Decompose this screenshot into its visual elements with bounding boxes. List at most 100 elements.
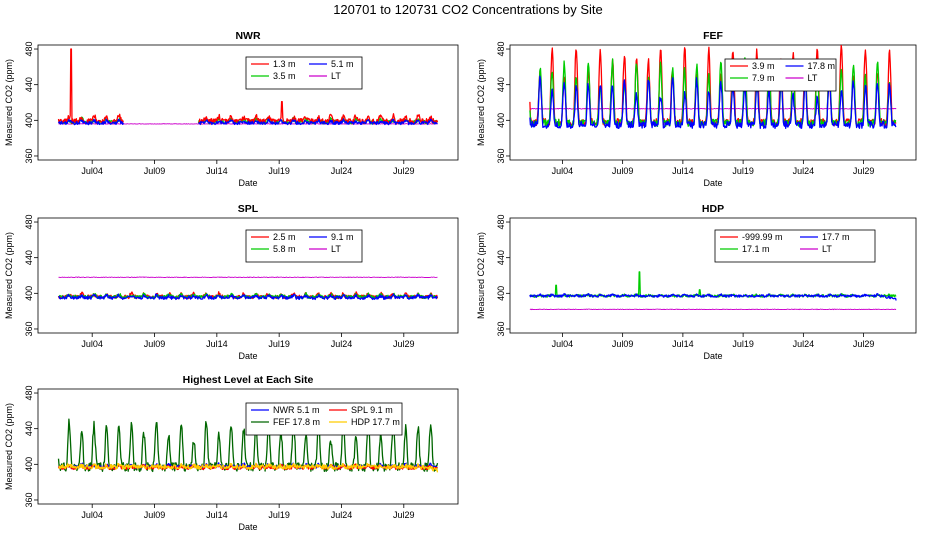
y-axis-label: Measured CO2 (ppm) [476,59,486,146]
x-tick-label: Jul24 [793,339,815,349]
panel-fef: FEF Jul04 Jul09 Jul14 Jul19 Jul24 Jul29 360 400 4… [476,30,917,188]
panel-spl: SPL Jul04 Jul09 Jul14 Jul19 Jul24 Jul29 360 400 4… [4,203,459,361]
plot-frame [509,44,917,161]
x-tick-label: Jul24 [331,339,353,349]
leg-d-label: LT [331,71,341,81]
leg-a-label: 3.9 m [752,61,775,71]
y-tick-label: 480 [496,215,506,230]
y-tick-label: 440 [24,421,34,436]
legend: 2.5 m 9.1 m 5.8 m LT [245,229,363,263]
legend: -999.99 m 17.7 m 17.1 m LT [714,229,876,263]
panel-title: NWR [235,30,260,42]
y-tick-label: 480 [24,42,34,57]
x-tick-label: Jul09 [612,339,634,349]
legend-box [245,229,363,263]
legend-box [245,402,403,436]
leg-b-label: SPL 9.1 m [351,405,393,415]
x-tick-label: Jul29 [393,339,415,349]
y-axis-label: Measured CO2 (ppm) [476,232,486,319]
panel-title: FEF [703,30,723,42]
y-tick-label: 360 [24,148,34,163]
series-line-5-1-m [57,118,438,126]
panel-title: SPL [238,203,259,215]
leg-b-label: 5.1 m [331,59,354,69]
series-line-hdp-17-7-m [58,462,439,473]
x-tick-label: Jul19 [268,166,290,176]
y-tick-label: 400 [24,113,34,128]
y-tick-label: 400 [496,286,506,301]
y-tick-label: 360 [24,492,34,507]
legend-box [245,56,363,90]
leg-b-label: 17.7 m [822,232,850,242]
leg-c-label: 5.8 m [273,244,296,254]
x-tick-label: Jul29 [393,166,415,176]
leg-b-label: 9.1 m [331,232,354,242]
leg-c-label: 3.5 m [273,71,296,81]
plot-frame [37,44,459,161]
x-tick-label: Jul19 [732,166,754,176]
legend-box [724,58,837,92]
x-tick-label: Jul19 [268,510,290,520]
series-group [529,45,897,129]
leg-d-label: LT [331,244,341,254]
leg-c-label: FEF 17.8 m [273,417,320,427]
y-tick-label: 400 [24,286,34,301]
x-tick-label: Jul04 [552,339,574,349]
x-axis-label: Date [238,351,257,361]
series-group [529,271,897,311]
plot-frame [37,217,459,334]
x-tick-label: Jul19 [732,339,754,349]
series-line-17-7-m [529,292,897,301]
x-tick-label: Jul09 [144,339,166,349]
leg-d-label: HDP 17.7 m [351,417,400,427]
legend: 1.3 m 5.1 m 3.5 m LT [245,56,363,90]
x-tick-label: Jul24 [331,166,353,176]
leg-a-label: -999.99 m [742,232,783,242]
y-tick-label: 360 [496,321,506,336]
plot-frame [509,217,917,334]
legend-box [714,229,876,263]
legend: 3.9 m 17.8 m 7.9 m LT [724,58,837,92]
leg-a-label: NWR 5.1 m [273,405,320,415]
leg-a-label: 2.5 m [273,232,296,242]
leg-c-label: 7.9 m [752,73,775,83]
y-tick-label: 360 [24,321,34,336]
x-tick-label: Jul14 [672,166,694,176]
x-tick-label: Jul29 [853,166,875,176]
x-tick-label: Jul14 [206,510,228,520]
plot-frame [37,388,459,505]
y-tick-label: 480 [24,386,34,401]
y-tick-label: 440 [496,77,506,92]
y-tick-label: 440 [496,250,506,265]
x-axis-label: Date [703,178,722,188]
x-tick-label: Jul24 [331,510,353,520]
y-axis-label: Measured CO2 (ppm) [4,403,14,490]
y-tick-label: 400 [496,113,506,128]
y-axis-label: Measured CO2 (ppm) [4,232,14,319]
x-tick-label: Jul09 [144,510,166,520]
y-tick-label: 360 [496,148,506,163]
panel-highest-level-at-each-site: Highest Level at Each Site Jul04 Jul09 Jul1… [4,374,459,532]
panel-title: Highest Level at Each Site [183,374,314,386]
leg-d-label: LT [808,73,818,83]
series-group [57,417,439,473]
series-line-17-1-m [529,271,897,298]
y-tick-label: 440 [24,250,34,265]
panel-hdp: HDP Jul04 Jul09 Jul14 Jul19 Jul24 Jul29 360 400 4… [476,203,917,361]
series-line-lt [58,276,438,278]
y-tick-label: 440 [24,77,34,92]
x-tick-label: Jul14 [206,339,228,349]
panel-nwr: NWR Jul04 Jul09 Jul14 Jul19 Jul24 Jul29 360 400 4… [4,30,459,188]
leg-b-label: 17.8 m [808,61,836,71]
x-axis-label: Date [703,351,722,361]
legend: NWR 5.1 m SPL 9.1 m FEF 17.8 m HDP 17.7 m [245,402,403,436]
series-line-9-1-m [58,293,438,301]
series-group [57,276,439,301]
x-tick-label: Jul09 [612,166,634,176]
series-line-3-9-m [529,45,897,127]
x-tick-label: Jul04 [81,339,103,349]
x-axis-label: Date [238,522,257,532]
x-tick-label: Jul09 [144,166,166,176]
series-line-lt [529,107,897,110]
